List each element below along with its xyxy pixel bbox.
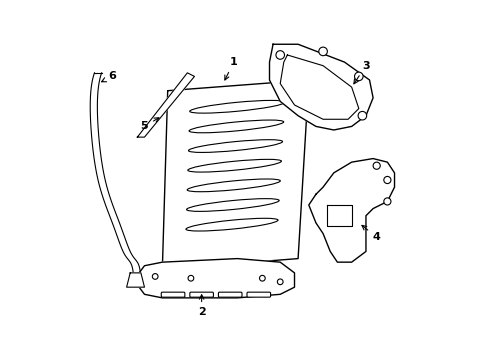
Polygon shape — [137, 73, 194, 137]
Circle shape — [383, 198, 390, 205]
Text: 4: 4 — [361, 225, 380, 242]
FancyBboxPatch shape — [218, 292, 242, 297]
Polygon shape — [269, 44, 372, 130]
FancyBboxPatch shape — [161, 292, 184, 297]
Text: 3: 3 — [353, 61, 369, 84]
Circle shape — [354, 72, 363, 81]
Text: 6: 6 — [102, 71, 116, 82]
Ellipse shape — [186, 199, 279, 211]
Polygon shape — [134, 258, 294, 298]
Polygon shape — [308, 158, 394, 262]
Ellipse shape — [189, 120, 283, 133]
Text: 2: 2 — [197, 295, 205, 317]
FancyBboxPatch shape — [246, 292, 270, 297]
FancyBboxPatch shape — [189, 292, 213, 297]
Ellipse shape — [189, 100, 284, 113]
Text: 5: 5 — [141, 118, 159, 131]
Circle shape — [152, 274, 158, 279]
Ellipse shape — [185, 218, 278, 231]
Ellipse shape — [188, 140, 282, 152]
Circle shape — [357, 111, 366, 120]
Circle shape — [383, 176, 390, 184]
Circle shape — [259, 275, 264, 281]
Text: 1: 1 — [224, 57, 237, 80]
Circle shape — [318, 47, 326, 56]
Circle shape — [372, 162, 380, 169]
Circle shape — [188, 275, 193, 281]
Ellipse shape — [187, 179, 280, 192]
Polygon shape — [126, 273, 144, 287]
Circle shape — [275, 51, 284, 59]
Circle shape — [277, 279, 283, 285]
Ellipse shape — [187, 159, 281, 172]
